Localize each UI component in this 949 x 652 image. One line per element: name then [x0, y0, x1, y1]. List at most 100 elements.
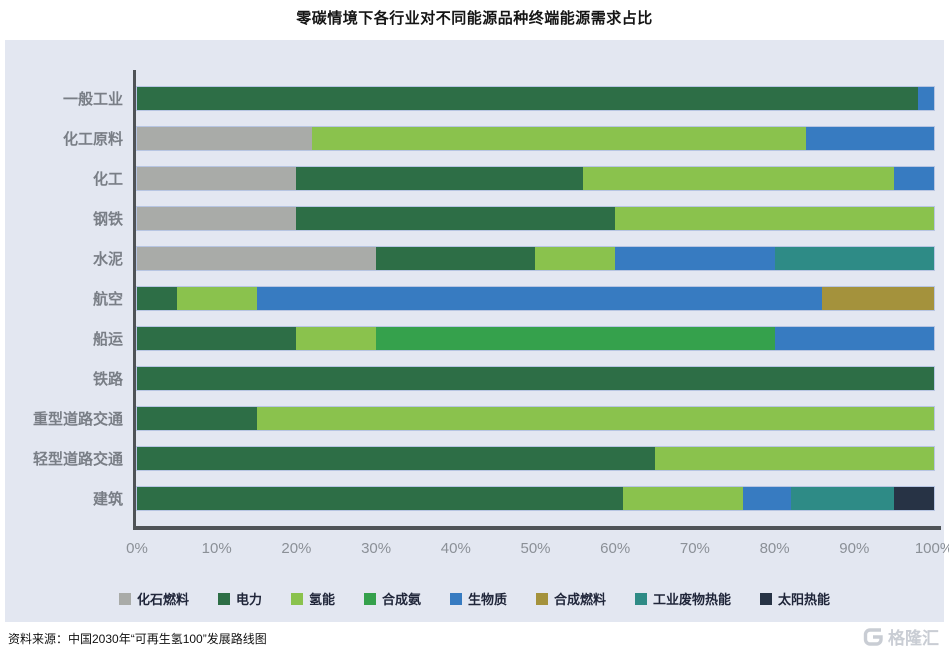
- bar-segment: [822, 286, 934, 310]
- legend-swatch: [760, 592, 773, 605]
- source-note: 资料来源：中国2030年“可再生氢100”发展路线图: [8, 632, 267, 646]
- x-axis-tick-label: 90%: [839, 540, 870, 557]
- chart-panel: 一般工业化工原料化工钢铁水泥航空船运铁路重型道路交通 轻型道路交通建筑 0% 10%…: [5, 40, 949, 622]
- x-axis-tick-label: 60%: [600, 540, 631, 557]
- legend-swatch: [635, 592, 648, 605]
- y-axis-label: 轻型道路交通: [32, 450, 123, 468]
- y-axis-label: 水泥: [92, 250, 123, 268]
- bar-segment: [137, 286, 177, 310]
- legend-label: 合成燃料: [554, 592, 607, 607]
- bar-segment: [583, 166, 895, 190]
- bar-segment: [623, 486, 743, 510]
- bar-segment: [296, 166, 584, 190]
- bar-segment: [256, 286, 823, 310]
- bar-track: [137, 366, 934, 390]
- x-axis-tick-label: 40%: [440, 540, 471, 557]
- bar-segment: [137, 486, 624, 510]
- bar-segment: [137, 246, 377, 270]
- x-axis-tick-label: 20%: [281, 540, 312, 557]
- x-axis-ticks: 0% 10% 20% 30% 40% 50% 60% 70% 80% 90% 100%: [126, 540, 949, 562]
- bar-segment: [312, 126, 807, 150]
- x-axis-tick-label: 0%: [126, 540, 148, 557]
- bar-segment: [296, 206, 616, 230]
- bar-segment: [894, 486, 934, 510]
- chart-legend: 化石燃料 电力 氢能 合成氨 生物质 合成燃料 工业废物热能 太阳热能: [5, 589, 944, 608]
- y-axis-label: 建筑: [92, 490, 123, 508]
- bar-segment: [535, 246, 616, 270]
- bar-segment: [256, 406, 934, 430]
- legend-swatch: [217, 592, 230, 605]
- gelonghui-logo: 格隆汇: [861, 624, 939, 649]
- bar-segment: [296, 326, 377, 350]
- legend-item: 太阳热能: [760, 589, 830, 608]
- bar-track: [137, 286, 934, 310]
- bar-track: [137, 86, 934, 110]
- x-axis-line: [133, 526, 941, 530]
- bar-track: [137, 166, 934, 190]
- y-axis-label: 铁路: [92, 370, 123, 388]
- legend-item: 电力: [217, 589, 262, 608]
- bar-track: [137, 486, 934, 510]
- chart-rows: 一般工业化工原料化工钢铁水泥航空船运铁路重型道路交通 轻型道路交通建筑: [5, 78, 944, 518]
- bar-track: [137, 406, 934, 430]
- y-axis-label: 航空: [92, 290, 123, 308]
- y-axis-label: 化工: [92, 170, 123, 188]
- legend-label: 化石燃料: [136, 592, 189, 607]
- bar-segment: [137, 86, 919, 110]
- x-axis-tick-label: 80%: [759, 540, 790, 557]
- y-axis-line: [133, 70, 136, 528]
- bar-track: [137, 446, 934, 470]
- gelonghui-logo-text: 格隆汇: [888, 629, 939, 648]
- x-axis-tick-label: 30%: [361, 540, 392, 557]
- bar-segment: [774, 326, 934, 350]
- y-axis-label: 一般工业: [62, 90, 123, 108]
- chart-row: 化工: [5, 158, 944, 198]
- legend-label: 生物质: [468, 592, 508, 607]
- chart-row: 建筑: [5, 478, 944, 518]
- bar-segment: [137, 206, 297, 230]
- legend-item: 化石燃料: [118, 589, 189, 608]
- legend-label: 太阳热能: [778, 592, 831, 607]
- legend-item: 合成氨: [363, 589, 421, 608]
- bar-segment: [137, 366, 934, 390]
- legend-label: 合成氨: [381, 592, 421, 607]
- chart-row: 化工原料: [5, 118, 944, 158]
- legend-swatch: [450, 592, 462, 605]
- bar-segment: [137, 406, 257, 430]
- y-axis-label: 船运: [92, 330, 123, 348]
- bar-track: [137, 126, 934, 150]
- legend-label: 氢能: [308, 592, 335, 607]
- bar-segment: [806, 126, 934, 150]
- chart-row: 重型道路交通: [5, 398, 944, 438]
- legend-item: 合成燃料: [536, 589, 606, 608]
- bar-segment: [376, 326, 775, 350]
- bar-segment: [615, 246, 775, 270]
- bar-segment: [615, 206, 934, 230]
- y-axis-label: 重型道路交通: [32, 410, 123, 428]
- bar-segment: [742, 486, 791, 510]
- bar-segment: [774, 246, 934, 270]
- legend-item: 生物质: [450, 589, 507, 608]
- chart-row: 铁路: [5, 358, 944, 398]
- bar-segment: [655, 446, 934, 470]
- chart-row: 钢铁: [5, 198, 944, 238]
- legend-swatch: [290, 592, 303, 605]
- bar-segment: [894, 166, 934, 190]
- x-axis-tick-label: 10%: [201, 540, 232, 557]
- legend-item: 工业废物热能: [635, 589, 731, 608]
- bar-segment: [137, 126, 313, 150]
- bar-track: [137, 206, 934, 230]
- bar-segment: [137, 326, 297, 350]
- bar-segment: [137, 166, 297, 190]
- bar-segment: [790, 486, 895, 510]
- legend-label: 电力: [235, 592, 262, 607]
- chart-title: 零碳情境下各行业对不同能源品种终端能源需求占比: [296, 10, 653, 27]
- y-axis-label: 钢铁: [92, 210, 123, 228]
- bar-segment: [918, 86, 934, 110]
- bar-segment: [137, 446, 656, 470]
- gelonghui-logo-icon: [861, 625, 885, 649]
- bar-track: [137, 326, 934, 350]
- bar-segment: [376, 246, 536, 270]
- legend-swatch: [536, 592, 549, 605]
